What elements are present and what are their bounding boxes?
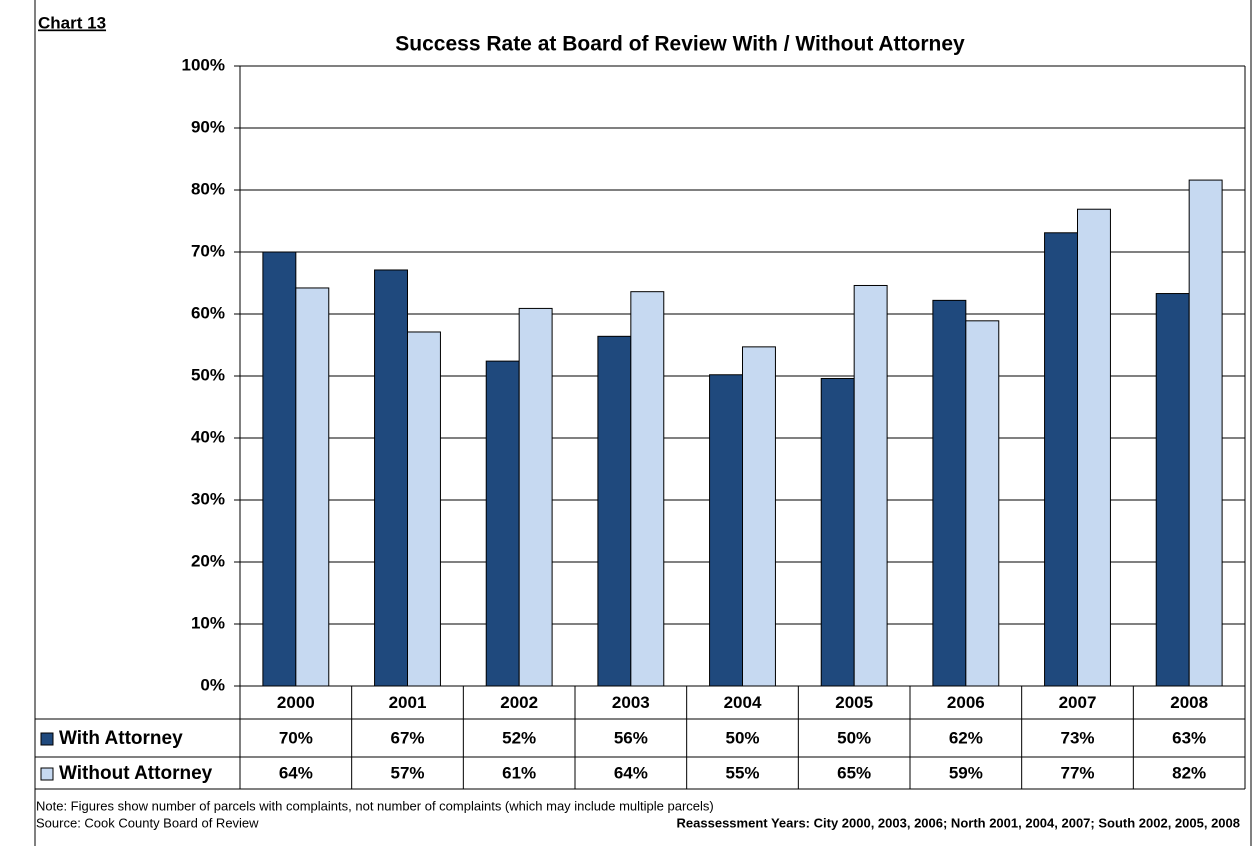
bar xyxy=(1155,293,1190,687)
bar xyxy=(1077,208,1111,687)
value-label: 50% xyxy=(725,728,759,747)
legend-label: With Attorney xyxy=(59,728,183,749)
bar xyxy=(407,331,441,687)
value-label: 77% xyxy=(1060,763,1094,782)
value-label: 62% xyxy=(949,728,983,747)
value-label: 63% xyxy=(1172,728,1206,747)
reassessment: Reassessment Years: City 2000, 2003, 200… xyxy=(677,815,1240,830)
bar xyxy=(485,360,520,687)
bar xyxy=(374,269,408,687)
value-label: 55% xyxy=(725,763,759,782)
y-tick-label: 0% xyxy=(200,675,225,694)
y-tick-label: 60% xyxy=(191,303,225,322)
chart-title: Success Rate at Board of Review With / W… xyxy=(395,33,965,56)
y-tick-label: 50% xyxy=(191,365,225,384)
bar xyxy=(820,377,855,687)
value-label: 57% xyxy=(390,763,424,782)
x-tick-label: 2004 xyxy=(724,693,762,712)
legend-swatch xyxy=(40,767,54,781)
bar xyxy=(709,374,744,687)
x-tick-label: 2008 xyxy=(1170,693,1208,712)
value-label: 73% xyxy=(1060,728,1094,747)
y-tick-label: 70% xyxy=(191,241,225,260)
bar xyxy=(853,284,888,687)
y-tick-label: 80% xyxy=(191,179,225,198)
y-tick-label: 20% xyxy=(191,551,225,570)
x-tick-label: 2007 xyxy=(1059,693,1097,712)
value-label: 64% xyxy=(279,763,313,782)
legend-swatch xyxy=(40,732,54,746)
value-label: 67% xyxy=(390,728,424,747)
chart-label: Chart 13 xyxy=(38,13,106,32)
bar xyxy=(965,320,1000,687)
bar xyxy=(742,346,776,687)
bar xyxy=(295,287,330,687)
value-label: 70% xyxy=(279,728,313,747)
y-tick-label: 10% xyxy=(191,613,225,632)
x-tick-label: 2006 xyxy=(947,693,985,712)
source: Source: Cook County Board of Review xyxy=(36,815,259,830)
y-tick-label: 30% xyxy=(191,489,225,508)
value-label: 56% xyxy=(614,728,648,747)
value-label: 50% xyxy=(837,728,871,747)
y-tick-label: 100% xyxy=(182,55,225,74)
x-tick-label: 2000 xyxy=(277,693,315,712)
x-tick-label: 2001 xyxy=(389,693,427,712)
bar xyxy=(932,299,967,687)
bar xyxy=(1188,179,1223,687)
bar xyxy=(1044,232,1079,687)
y-tick-label: 90% xyxy=(191,117,225,136)
y-tick-label: 40% xyxy=(191,427,225,446)
bar xyxy=(630,291,665,687)
value-label: 59% xyxy=(949,763,983,782)
value-label: 65% xyxy=(837,763,871,782)
value-label: 64% xyxy=(614,763,648,782)
bar xyxy=(518,307,553,687)
value-label: 52% xyxy=(502,728,536,747)
value-label: 82% xyxy=(1172,763,1206,782)
x-tick-label: 2005 xyxy=(835,693,873,712)
bar xyxy=(597,335,632,687)
legend-label: Without Attorney xyxy=(59,763,213,784)
bar xyxy=(262,251,297,687)
x-tick-label: 2002 xyxy=(500,693,538,712)
note: Note: Figures show number of parcels wit… xyxy=(36,798,714,813)
value-label: 61% xyxy=(502,763,536,782)
x-tick-label: 2003 xyxy=(612,693,650,712)
